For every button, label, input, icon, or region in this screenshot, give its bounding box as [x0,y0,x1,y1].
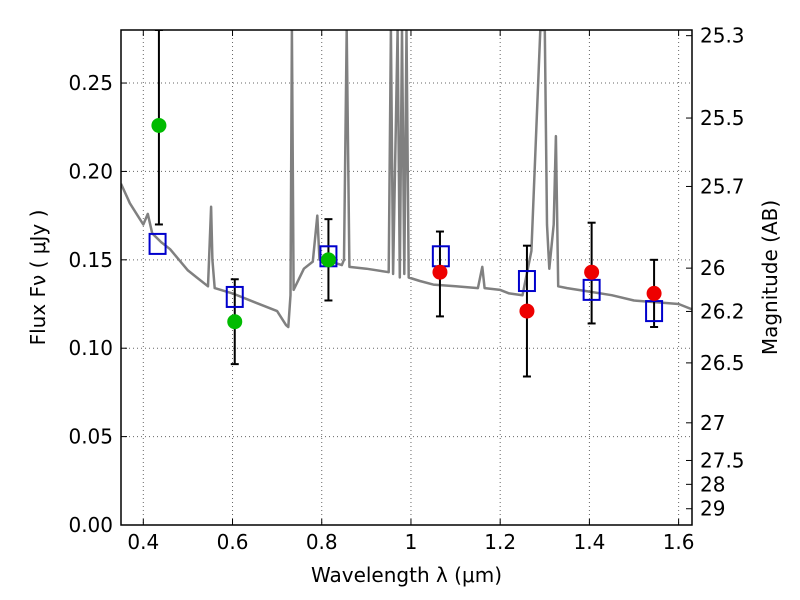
x-tick-label: 0.4 [127,530,159,554]
x-tick-label: 1.2 [484,530,516,554]
x-tick-label: 0.8 [306,530,338,554]
magnitude-tick-label: 28 [700,472,725,496]
x-tick-label: 1.6 [663,530,695,554]
magnitude-tick-label: 27 [700,411,725,435]
model-bandpass-marker [645,300,664,323]
spectrum-line [121,30,692,329]
y-tick-label: 0.05 [68,425,113,449]
observed-green-point [227,314,243,330]
photometry-points [148,30,664,378]
model-bandpass-marker [148,232,167,255]
y-axis-ticks: 0.00 0.05 0.10 0.15 0.20 0.25 [68,71,127,537]
plot-border [120,29,693,526]
observed-green-point [320,252,336,268]
magnitude-tick-label: 29 [700,497,725,521]
x-axis-title: Wavelength λ (μm) [311,563,502,587]
observed-red-point [584,264,600,280]
observed-red-point [519,303,535,319]
y-tick-label: 0.10 [68,336,113,360]
y-tick-label: 0.15 [68,248,113,272]
magnitude-tick-label: 27.5 [700,448,745,472]
observed-green-point [151,117,167,133]
magnitude-axis-title: Magnitude (AB) [758,200,782,355]
magnitude-tick-label: 25.5 [700,106,745,130]
x-tick-label: 1 [405,530,418,554]
magnitude-tick-label: 26.2 [700,299,745,323]
magnitude-tick-label: 26.5 [700,351,745,375]
observed-red-point [646,285,662,301]
y-axis-title: Flux Fν ( μJy ) [26,210,50,346]
y-tick-label: 0.25 [68,71,113,95]
y-tick-label: 0.00 [68,513,113,537]
y-tick-label: 0.20 [68,159,113,183]
x-tick-label: 0.6 [217,530,249,554]
model-spectrum [121,30,692,329]
magnitude-tick-label: 25.3 [700,24,745,48]
x-tick-label: 1.4 [573,530,605,554]
model-bandpass-marker [582,278,601,301]
observed-red-point [432,264,448,280]
model-bandpass-marker [517,270,536,293]
model-bandpass-marker [225,285,244,308]
grid [121,30,692,525]
x-axis-ticks: 0.4 0.6 0.8 1 1.2 1.4 1.6 [127,30,695,554]
magnitude-tick-label: 26 [700,256,725,280]
magnitude-tick-label: 25.7 [700,174,745,198]
plot-frame [120,29,693,526]
